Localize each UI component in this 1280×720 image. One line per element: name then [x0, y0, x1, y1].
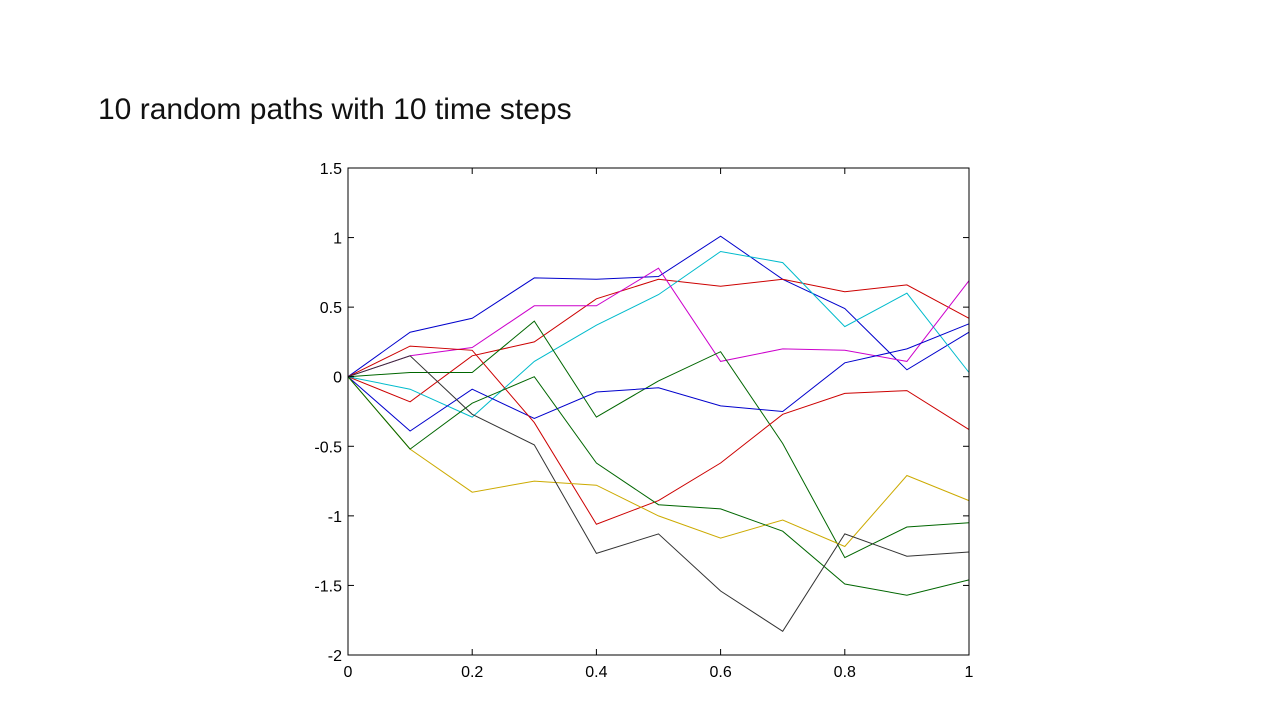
x-tick-label: 0.8 — [834, 664, 856, 681]
series-line-8 — [347, 376, 970, 548]
x-tick-label: 1 — [965, 664, 974, 681]
series-line-9 — [347, 376, 970, 596]
series-line-3 — [347, 250, 970, 418]
slide-title: 10 random paths with 10 time steps — [98, 93, 572, 124]
y-tick-label: -2 — [328, 648, 342, 665]
series-line-1 — [347, 235, 970, 378]
series-layer — [347, 235, 970, 632]
y-tick-label: 1.5 — [320, 161, 342, 178]
series-line-5 — [347, 320, 970, 559]
plot-frame — [347, 167, 970, 656]
x-tick-label: 0.2 — [461, 664, 483, 681]
series-line-2 — [347, 278, 970, 403]
series-line-6 — [347, 323, 970, 432]
x-tick-label: 0.4 — [585, 664, 607, 681]
tick-labels-layer: 0 0.2 0.4 0.6 0.8 1 1.5 1 0.5 0 -0.5 -1 -1.5 -2 — [314, 161, 973, 681]
ticks-layer — [347, 167, 970, 656]
y-tick-label: -1.5 — [314, 578, 342, 595]
y-tick-label: -1 — [328, 509, 342, 526]
series-line-10 — [347, 355, 970, 632]
y-tick-label: 0.5 — [320, 300, 342, 317]
x-tick-label: 0 — [344, 664, 353, 681]
y-tick-label: 1 — [333, 231, 342, 248]
series-line-7 — [347, 345, 970, 525]
y-tick-label: -0.5 — [314, 439, 342, 456]
y-tick-label: 0 — [333, 370, 342, 387]
x-tick-label: 0.6 — [709, 664, 731, 681]
series-line-4 — [347, 267, 970, 378]
